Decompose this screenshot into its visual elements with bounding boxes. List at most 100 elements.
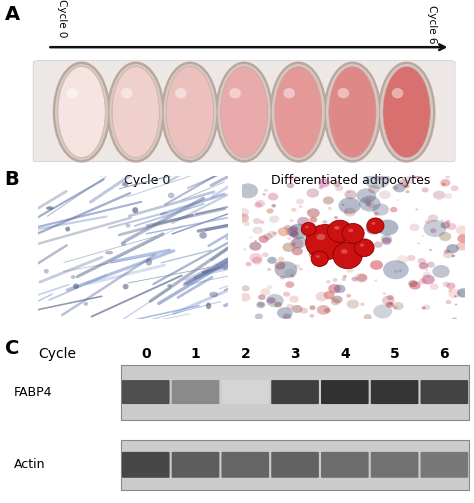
Ellipse shape	[332, 278, 337, 282]
Ellipse shape	[368, 185, 380, 193]
Ellipse shape	[246, 262, 252, 267]
Ellipse shape	[322, 220, 328, 224]
Ellipse shape	[440, 179, 450, 187]
Ellipse shape	[408, 280, 418, 287]
Ellipse shape	[267, 297, 276, 304]
Ellipse shape	[254, 240, 257, 242]
Ellipse shape	[446, 220, 450, 224]
Ellipse shape	[356, 233, 363, 238]
FancyBboxPatch shape	[172, 452, 219, 478]
FancyBboxPatch shape	[271, 380, 319, 404]
Ellipse shape	[264, 189, 268, 192]
Ellipse shape	[359, 196, 381, 212]
Ellipse shape	[315, 233, 328, 242]
Ellipse shape	[446, 300, 451, 304]
Ellipse shape	[451, 185, 458, 191]
Ellipse shape	[393, 306, 398, 309]
Ellipse shape	[260, 220, 264, 224]
Ellipse shape	[301, 222, 316, 235]
Ellipse shape	[175, 88, 187, 99]
Text: FABP4: FABP4	[14, 386, 53, 399]
Ellipse shape	[430, 228, 437, 233]
Ellipse shape	[300, 308, 308, 314]
Ellipse shape	[258, 302, 264, 307]
Ellipse shape	[238, 184, 258, 198]
Ellipse shape	[455, 304, 457, 305]
Ellipse shape	[256, 301, 265, 308]
Ellipse shape	[421, 306, 426, 309]
Ellipse shape	[269, 215, 279, 223]
Ellipse shape	[53, 61, 110, 162]
Text: 1: 1	[191, 347, 201, 361]
Ellipse shape	[355, 239, 374, 257]
Ellipse shape	[278, 227, 290, 236]
Ellipse shape	[306, 224, 345, 260]
Ellipse shape	[429, 248, 432, 251]
FancyBboxPatch shape	[371, 380, 419, 404]
Ellipse shape	[405, 190, 410, 193]
Ellipse shape	[310, 246, 320, 254]
Ellipse shape	[334, 285, 346, 293]
Ellipse shape	[146, 259, 152, 266]
Ellipse shape	[238, 208, 249, 217]
Bar	[121, 440, 469, 490]
Ellipse shape	[377, 219, 398, 235]
Ellipse shape	[407, 255, 415, 261]
Ellipse shape	[392, 88, 403, 99]
Ellipse shape	[241, 285, 250, 291]
Ellipse shape	[337, 253, 344, 258]
Ellipse shape	[249, 242, 261, 250]
Ellipse shape	[345, 190, 357, 199]
Ellipse shape	[285, 281, 294, 288]
Ellipse shape	[291, 208, 297, 212]
Ellipse shape	[296, 199, 304, 204]
Ellipse shape	[326, 64, 379, 160]
Ellipse shape	[422, 235, 424, 237]
Ellipse shape	[294, 264, 300, 269]
Text: 3: 3	[290, 347, 300, 361]
Ellipse shape	[65, 227, 70, 231]
Ellipse shape	[268, 193, 278, 201]
Ellipse shape	[364, 199, 372, 204]
Ellipse shape	[328, 284, 341, 293]
FancyBboxPatch shape	[122, 380, 170, 404]
Text: 2: 2	[240, 347, 250, 361]
Ellipse shape	[394, 270, 398, 273]
Ellipse shape	[341, 249, 347, 254]
Ellipse shape	[220, 66, 268, 157]
Ellipse shape	[274, 66, 322, 157]
Ellipse shape	[267, 285, 272, 289]
Ellipse shape	[287, 183, 294, 188]
Ellipse shape	[237, 214, 249, 222]
Ellipse shape	[367, 218, 384, 233]
Ellipse shape	[291, 274, 294, 277]
Ellipse shape	[274, 302, 282, 307]
Ellipse shape	[432, 265, 450, 278]
Ellipse shape	[283, 313, 292, 320]
Ellipse shape	[363, 179, 365, 181]
Ellipse shape	[328, 176, 331, 178]
Ellipse shape	[264, 233, 273, 240]
Ellipse shape	[267, 257, 277, 264]
Ellipse shape	[346, 294, 351, 298]
Ellipse shape	[167, 284, 172, 287]
Ellipse shape	[440, 222, 450, 229]
Ellipse shape	[286, 227, 298, 236]
Ellipse shape	[342, 278, 346, 281]
Text: 4: 4	[340, 347, 350, 361]
Ellipse shape	[278, 257, 284, 262]
Ellipse shape	[443, 183, 446, 185]
Ellipse shape	[364, 314, 372, 320]
Ellipse shape	[397, 255, 408, 264]
Ellipse shape	[328, 220, 352, 242]
Ellipse shape	[310, 314, 314, 317]
Ellipse shape	[290, 231, 299, 237]
Ellipse shape	[262, 193, 266, 196]
Ellipse shape	[283, 292, 290, 297]
Ellipse shape	[423, 272, 431, 278]
Text: Cycle 0: Cycle 0	[57, 0, 67, 37]
FancyBboxPatch shape	[321, 452, 369, 478]
Ellipse shape	[289, 295, 299, 303]
Ellipse shape	[307, 188, 319, 198]
Ellipse shape	[380, 64, 433, 160]
